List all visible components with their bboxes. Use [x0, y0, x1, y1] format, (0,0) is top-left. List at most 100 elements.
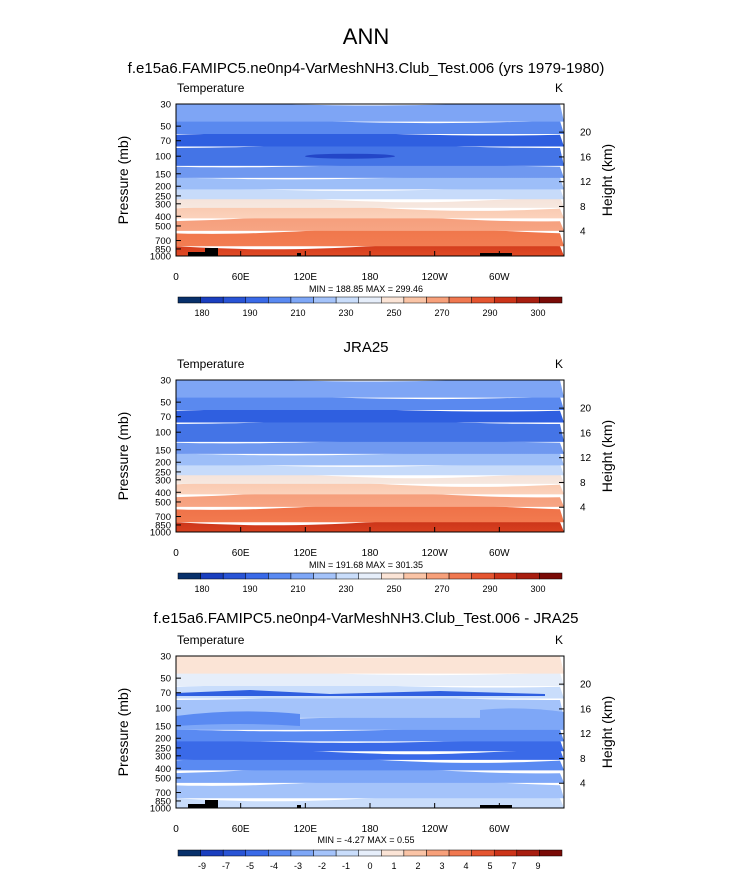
panel3-height-tick-label: 20	[580, 680, 592, 691]
panel1-height-tick-label: 20	[580, 128, 592, 139]
panel2-colorbar-box	[335, 572, 359, 580]
panel1-colorbar-box	[516, 296, 540, 304]
panel3-variable-label: Temperature	[177, 633, 245, 647]
panel1-contour-band	[176, 120, 564, 134]
panel2-colorbar-box	[313, 572, 337, 580]
panel1-colorbar-box	[177, 296, 201, 304]
panel1-units-label: K	[555, 81, 563, 95]
panel3-colorbar-box	[335, 849, 359, 857]
panel3-colorbar-box	[471, 849, 495, 857]
panel2-colorbar-label: 250	[386, 584, 401, 594]
panel1-height-tick-label: 8	[580, 202, 586, 213]
panel1-y-tick-label: 250	[155, 191, 171, 202]
panel1-tropopause-feature	[305, 153, 395, 159]
panel3-colorbar-box	[222, 849, 247, 857]
panel3-contour-band	[176, 672, 564, 686]
panel1-contour-band	[176, 187, 564, 200]
panel2-colorbar-box	[471, 572, 495, 580]
panel2-colorbar-label: 210	[290, 584, 305, 594]
panel2-colorbar-box	[381, 572, 405, 580]
panel3-colorbar-box	[358, 849, 382, 857]
panel2-stats: MIN = 191.68 MAX = 301.35	[309, 560, 423, 570]
panel3-contour-band	[176, 656, 564, 674]
panel1-colorbar-label: 270	[434, 308, 449, 318]
panel3-contour-band	[176, 756, 564, 771]
panel1-contour-band	[176, 104, 564, 122]
panel1-colorbar-label: 290	[482, 308, 497, 318]
panel3-contour-band	[176, 728, 564, 742]
panel1-colorbar-box	[358, 296, 382, 304]
panel3-y-tick-label: 1000	[150, 804, 171, 815]
panel3-colorbar-box	[493, 849, 518, 857]
panel1-y-tick-label: 70	[160, 136, 171, 147]
panel1-colorbar-label: 190	[242, 308, 257, 318]
panel1-colorbar-box	[471, 296, 495, 304]
panel3-colorbar-label: 4	[463, 861, 468, 871]
panel3-height-tick-label: 8	[580, 754, 586, 765]
panel1-terrain	[480, 253, 512, 256]
panel3-colorbar-label: -9	[198, 861, 206, 871]
panel2-colorbar-box	[516, 572, 540, 580]
panel1-x-tick-label: 120E	[294, 272, 318, 283]
panel1-y-tick-label: 50	[160, 122, 171, 133]
panel3-x-tick-label: 180	[362, 824, 379, 835]
panel1-x-tick-label: 180	[362, 272, 379, 283]
panel1-terrain	[297, 253, 301, 256]
panel3-cold-feature	[176, 711, 300, 726]
panel3-colorbar-label: -1	[342, 861, 350, 871]
panel3-colorbar-label: 2	[415, 861, 420, 871]
panel2-height-tick-label: 8	[580, 478, 586, 489]
panel2-height-tick-label: 12	[580, 453, 592, 464]
panel2-colorbar-box	[200, 572, 224, 580]
panel3-y-tick-label: 70	[160, 688, 171, 699]
panel1-y-tick-label: 30	[160, 100, 171, 111]
panel1-colorbar-label: 210	[290, 308, 305, 318]
panel2-contour-band	[176, 480, 564, 495]
panel1-contour-band	[176, 215, 564, 231]
panel3-y-tick-label: 150	[155, 721, 171, 732]
panel1-colorbar-box	[426, 296, 450, 304]
panel2-y-tick-label: 150	[155, 445, 171, 456]
panel3-contour-band	[176, 795, 564, 808]
panel2-contour-band	[176, 452, 564, 466]
panel2-y-tick-label: 500	[155, 497, 171, 508]
panel1-contour-band	[176, 164, 564, 178]
panel3-y-tick-label: 50	[160, 674, 171, 685]
panel3-title: f.e15a6.FAMIPC5.ne0np4-VarMeshNH3.Club_T…	[154, 610, 579, 627]
panel3-y-tick-label: 200	[155, 734, 171, 745]
panel1-colorbar-box	[493, 296, 518, 304]
panel3-colorbar-label: -7	[222, 861, 230, 871]
panel2-colorbar-label: 270	[434, 584, 449, 594]
panel3-colorbar-label: 0	[367, 861, 372, 871]
panel1-x-tick-label: 120W	[422, 272, 449, 283]
panel3-y-tick-label: 850	[155, 796, 171, 807]
panel2-colorbar-box	[403, 572, 427, 580]
panel3-colorbar-box	[539, 849, 563, 857]
panel3-height-tick-label: 12	[580, 729, 592, 740]
panel1-variable-label: Temperature	[177, 81, 245, 95]
panel1-colorbar-box	[268, 296, 292, 304]
panel2-colorbar-label: 230	[338, 584, 353, 594]
panel3-colorbar-box	[516, 849, 540, 857]
panel2-contour-band	[176, 463, 564, 476]
panel1-height-tick-label: 12	[580, 177, 592, 188]
panel3-units-label: K	[555, 633, 563, 647]
panel3-colorbar-box	[245, 849, 269, 857]
panel3-y-tick-label: 100	[155, 704, 171, 715]
panel2-ylabel: Pressure (mb)	[115, 412, 131, 501]
panel3-contour-band	[176, 739, 564, 752]
panel2-colorbar-box	[177, 572, 201, 580]
panel3-ylabel-right: Height (km)	[599, 696, 615, 768]
panel3-height-tick-label: 16	[580, 704, 592, 715]
panel1-x-tick-label: 60W	[489, 272, 510, 283]
panel3-colorbar-label: 9	[535, 861, 540, 871]
panel3-colorbar-box	[200, 849, 224, 857]
panel3-colorbar-box	[426, 849, 450, 857]
panel2-colorbar-box	[448, 572, 472, 580]
panel3-terrain	[297, 805, 301, 808]
panel2-x-tick-label: 120E	[294, 548, 318, 559]
panel3-colorbar-box	[290, 849, 314, 857]
panel2-colorbar-box	[222, 572, 247, 580]
panel2-height-tick-label: 20	[580, 404, 592, 415]
panel1-y-tick-label: 700	[155, 236, 171, 247]
